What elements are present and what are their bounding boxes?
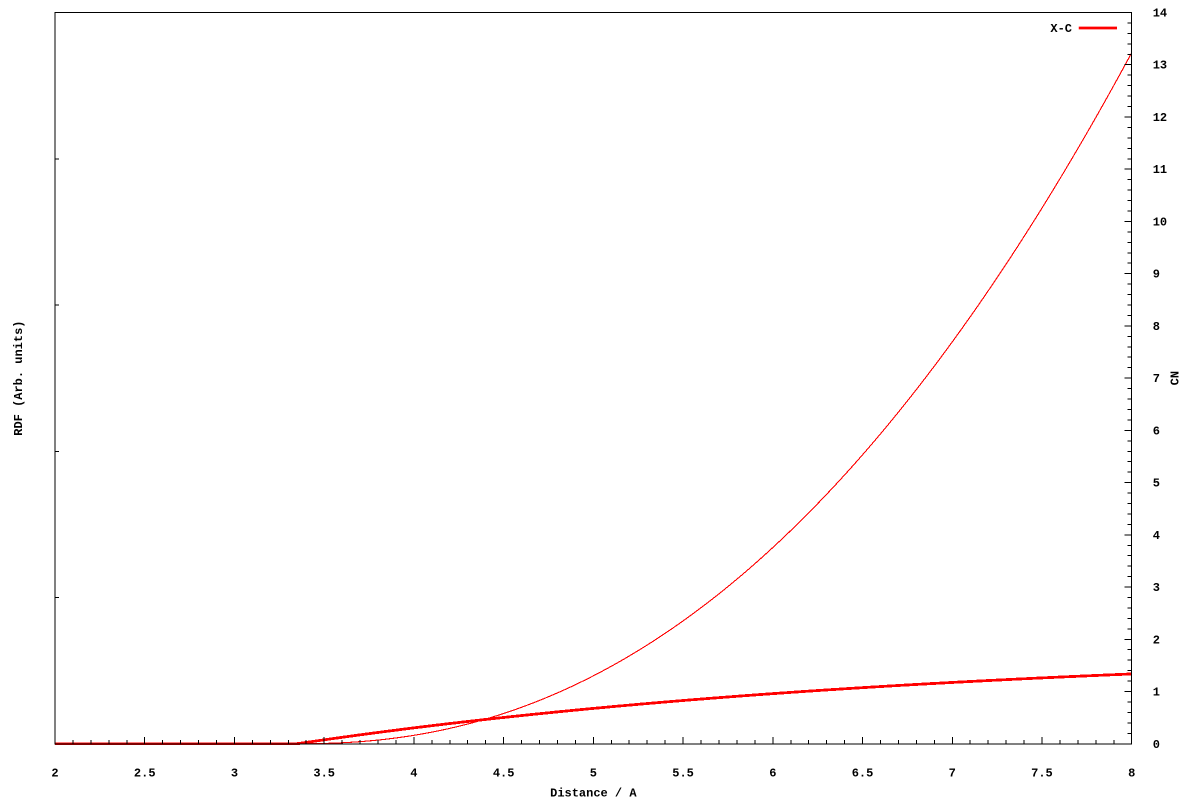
svg-text:5.5: 5.5 (672, 766, 694, 780)
svg-text:6.5: 6.5 (852, 766, 874, 780)
svg-text:RDF (Arb. units): RDF (Arb. units) (12, 321, 26, 436)
svg-text:Distance / A: Distance / A (550, 786, 637, 800)
svg-text:5: 5 (590, 766, 597, 780)
svg-text:4: 4 (410, 766, 417, 780)
svg-text:4.5: 4.5 (493, 766, 515, 780)
svg-text:6: 6 (769, 766, 776, 780)
svg-text:2: 2 (1153, 633, 1160, 647)
svg-text:12: 12 (1153, 111, 1167, 125)
svg-text:3: 3 (231, 766, 238, 780)
svg-text:7: 7 (949, 766, 956, 780)
svg-text:8: 8 (1153, 320, 1160, 334)
svg-text:11: 11 (1153, 163, 1167, 177)
svg-text:5: 5 (1153, 477, 1160, 491)
svg-text:2: 2 (51, 766, 58, 780)
svg-text:13: 13 (1153, 59, 1167, 73)
svg-text:3: 3 (1153, 581, 1160, 595)
svg-text:8: 8 (1128, 766, 1135, 780)
svg-text:4: 4 (1153, 529, 1160, 543)
svg-text:2.5: 2.5 (134, 766, 156, 780)
svg-text:7.5: 7.5 (1031, 766, 1053, 780)
svg-text:0: 0 (1153, 738, 1160, 752)
svg-text:7: 7 (1153, 372, 1160, 386)
svg-text:CN: CN (1169, 371, 1183, 385)
svg-text:X-C: X-C (1050, 22, 1072, 36)
svg-text:6: 6 (1153, 424, 1160, 438)
svg-text:9: 9 (1153, 268, 1160, 282)
svg-text:3.5: 3.5 (313, 766, 335, 780)
svg-text:14: 14 (1153, 7, 1167, 21)
svg-text:10: 10 (1153, 215, 1167, 229)
svg-text:1: 1 (1153, 686, 1160, 700)
